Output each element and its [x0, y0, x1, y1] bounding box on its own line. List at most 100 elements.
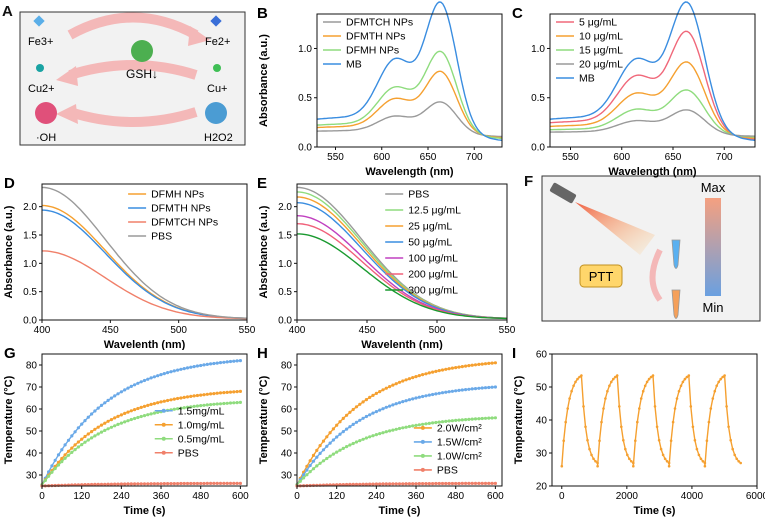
data-point-h-3: [391, 482, 395, 486]
data-point-g-1: [162, 399, 166, 403]
series-line-c-2: [550, 89, 755, 138]
data-point-g-1: [172, 397, 176, 401]
data-point-g-2: [136, 415, 140, 420]
tube-cold-icon: [671, 239, 681, 269]
data-point-g-3: [182, 481, 186, 486]
data-point-g-0: [152, 375, 156, 379]
data-point-i-0: [576, 377, 579, 381]
data-point-i-0: [592, 457, 595, 461]
y-tick-label-c: 1.0: [531, 44, 545, 55]
data-point-h-2: [298, 479, 302, 483]
series-line-d-3: [41, 186, 248, 319]
data-point-h-1: [444, 390, 448, 394]
series-line-b-3: [316, 1, 503, 142]
data-point-g-1: [202, 393, 206, 397]
panel-label-c: C: [512, 5, 523, 22]
data-point-i-0: [671, 420, 675, 424]
x-tick-label-d: 550: [239, 325, 255, 336]
data-point-h-2: [487, 416, 491, 420]
data-point-h-3: [354, 482, 359, 486]
data-point-g-2: [189, 405, 193, 409]
data-point-i-0: [731, 447, 734, 451]
legend-label-g-3: PBS: [178, 447, 199, 459]
plot-frame-h: [296, 353, 503, 487]
data-point-g-1: [106, 419, 110, 423]
data-point-g-2: [202, 403, 206, 407]
data-point-g-3: [156, 482, 160, 486]
data-point-g-0: [189, 365, 193, 369]
data-point-h-3: [460, 481, 464, 485]
data-point-g-3: [119, 482, 123, 486]
data-point-g-0: [169, 370, 173, 374]
data-point-h-3: [454, 481, 458, 486]
x-tick-label-c: 650: [665, 152, 682, 163]
series-line-c-0: [549, 30, 756, 140]
data-point-i-0: [608, 384, 611, 388]
data-point-g-0: [123, 388, 127, 392]
data-point-h-0: [404, 378, 408, 382]
data-point-g-3: [116, 482, 120, 486]
data-point-i-0: [612, 377, 615, 381]
data-point-h-2: [431, 421, 435, 425]
data-point-i-0: [602, 407, 605, 410]
temperature-scale-bar: [705, 198, 721, 296]
data-point-h-0: [331, 427, 335, 431]
data-point-h-2: [338, 448, 342, 452]
legend-label-d-2: DFMTCH NPs: [151, 217, 218, 229]
y-tick-label-i: 50: [536, 383, 548, 394]
data-point-h-3: [358, 482, 362, 486]
data-point-i-0: [679, 384, 683, 388]
data-point-g-1: [133, 408, 137, 412]
data-point-g-1: [152, 402, 156, 406]
x-tick-label-h: 360: [408, 491, 425, 502]
data-point-h-1: [325, 444, 329, 448]
y-tick-label-g: 50: [26, 427, 38, 438]
data-point-h-0: [335, 423, 339, 427]
data-point-i-0: [636, 420, 639, 424]
data-point-g-0: [96, 406, 100, 410]
data-point-i-0: [639, 397, 643, 400]
data-point-g-1: [103, 421, 107, 425]
arrow-head-3: [56, 104, 78, 124]
series-line-e-6: [297, 233, 507, 320]
chart-b: B 550 600 650 700 0.0 0.5 1.0 Wavelength (nm) Abs…: [257, 1, 503, 178]
data-point-g-2: [228, 401, 233, 405]
data-point-g-1: [70, 446, 74, 450]
y-tick-label-h: 70: [281, 383, 293, 394]
data-point-i-0: [711, 397, 715, 400]
data-point-i-0: [596, 461, 599, 465]
data-point-g-3: [222, 481, 226, 485]
data-point-g-1: [129, 409, 133, 413]
data-point-i-0: [643, 384, 647, 388]
data-point-i-0: [649, 375, 653, 379]
data-point-i-0: [622, 438, 625, 442]
y-tick-label-e: 2.0: [278, 202, 292, 213]
data-point-g-2: [172, 407, 176, 411]
data-point-h-1: [414, 396, 418, 400]
y-tick-label-h: 80: [281, 361, 293, 372]
arrow-cu2-to-cu1: [68, 60, 198, 80]
data-point-h-3: [394, 482, 398, 486]
data-point-i-0: [566, 407, 569, 410]
cu2-ion-icon: [36, 64, 44, 72]
data-point-h-2: [450, 419, 454, 423]
data-point-h-1: [354, 420, 359, 424]
data-point-h-0: [431, 370, 435, 374]
x-axis-label-h: Time (s): [379, 505, 421, 517]
data-point-i-0: [707, 420, 711, 424]
data-point-h-1: [397, 401, 402, 405]
data-point-i-0: [681, 380, 685, 384]
legend-label-e-3: 50 μg/mL: [408, 237, 452, 249]
h2o2-sphere-icon: [205, 102, 227, 124]
data-point-i-0: [735, 457, 738, 461]
data-point-h-0: [364, 398, 368, 402]
data-point-i-0: [661, 453, 665, 457]
data-point-i-0: [709, 407, 713, 410]
data-point-h-1: [381, 407, 385, 411]
data-point-h-1: [315, 455, 319, 459]
data-point-g-3: [136, 482, 140, 486]
heating-arrow-icon: [649, 248, 663, 302]
legend-label-b-0: DFMTCH NPs: [346, 17, 413, 29]
data-point-h-3: [464, 481, 468, 485]
legend-label-c-4: MB: [579, 73, 595, 85]
